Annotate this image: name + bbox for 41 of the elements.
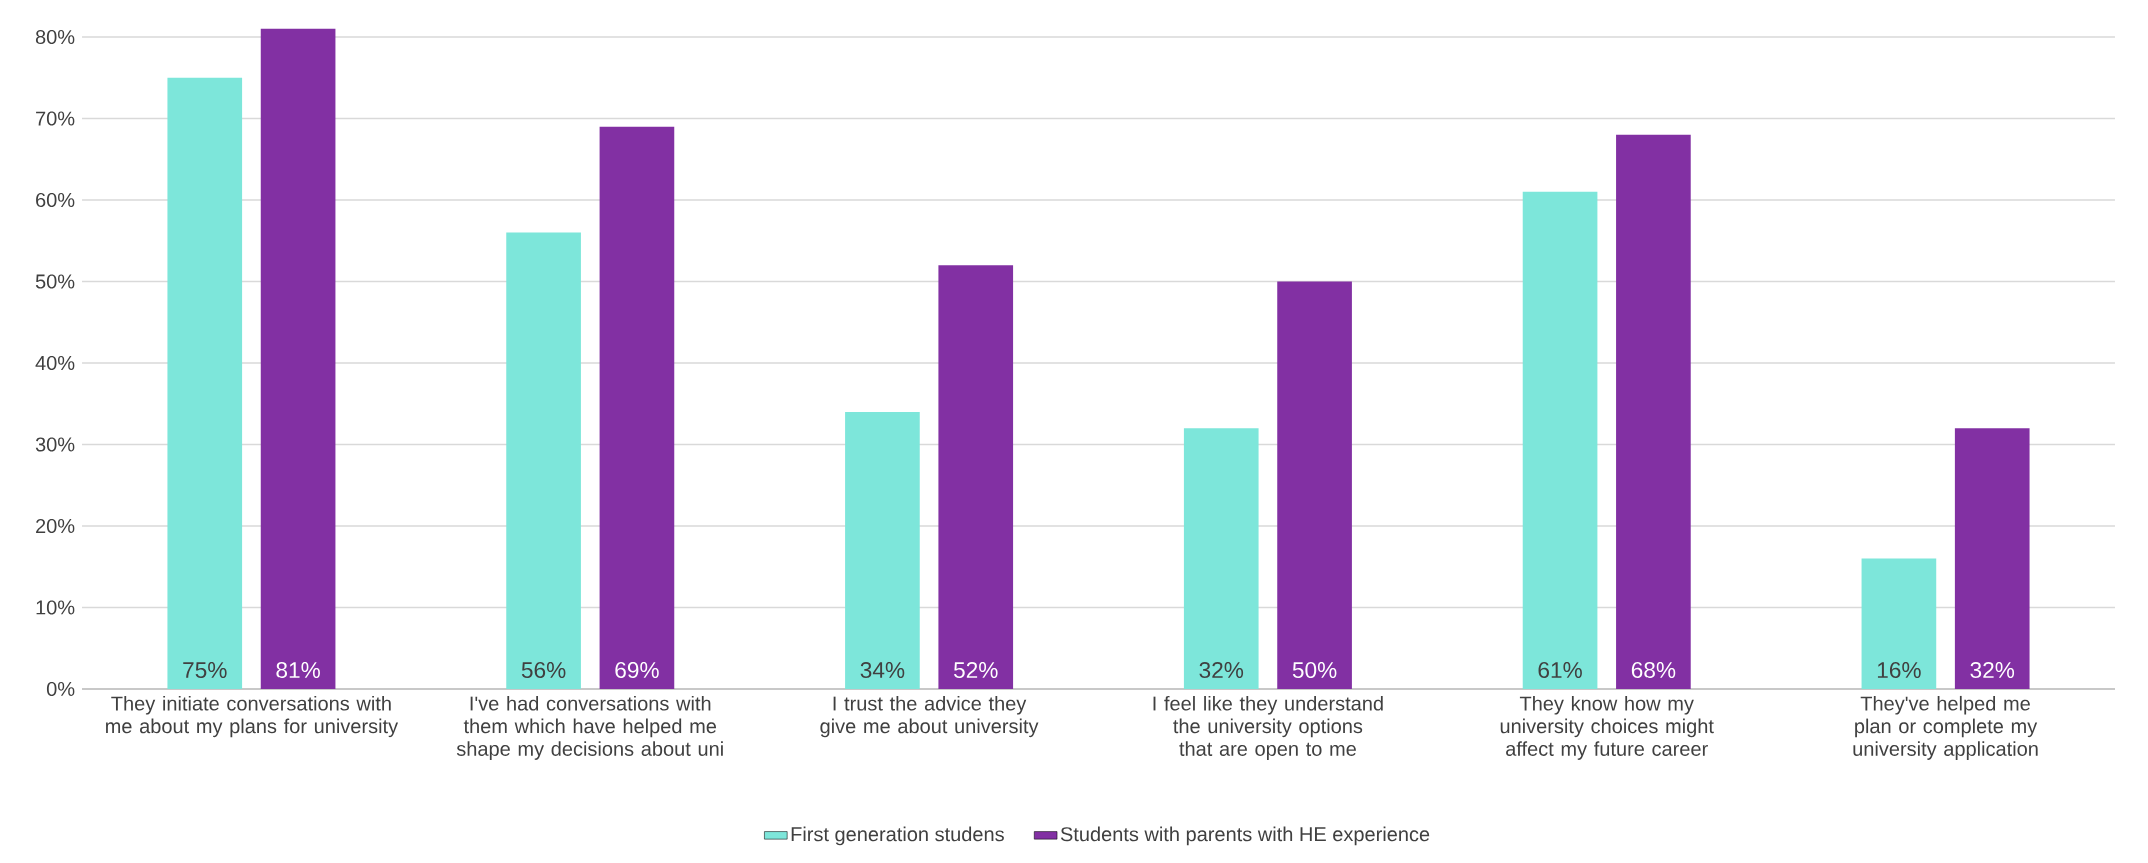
x-tick-label: I've had conversations with them which have helped me shape my decisions about uni	[456, 695, 723, 760]
y-tick-label: 30%	[35, 437, 75, 452]
x-tick-label: They know how my university choices might affect my future career	[1500, 695, 1714, 760]
data-label: 68%	[1631, 662, 1676, 679]
legend-label: Students with parents with HE experience	[1060, 826, 1430, 846]
y-tick-label: 0%	[46, 681, 75, 697]
x-tick-label: I trust the advice they give me about university	[820, 695, 1039, 738]
data-label: 56%	[521, 662, 566, 679]
data-label: 16%	[1877, 662, 1921, 679]
bar	[1861, 558, 1937, 689]
y-tick-label: 10%	[36, 600, 75, 615]
legend-label: First generation studens	[791, 826, 1004, 846]
data-label: 75%	[183, 662, 227, 679]
bar	[599, 126, 675, 689]
data-label: 32%	[1970, 662, 2015, 679]
bar	[845, 411, 920, 689]
bar	[1183, 428, 1259, 689]
bar	[167, 77, 243, 689]
data-label: 32%	[1199, 662, 1244, 679]
y-tick-label: 50%	[35, 274, 75, 289]
data-label: 81%	[276, 662, 320, 679]
bar	[1522, 191, 1598, 689]
data-label: 52%	[953, 662, 998, 679]
y-tick-label: 40%	[35, 355, 75, 371]
y-tick-label: 60%	[36, 192, 75, 208]
data-label: 34%	[860, 662, 905, 679]
bar	[1277, 281, 1352, 689]
bar	[506, 232, 581, 689]
x-tick-label: I feel like they understand the university options that are open to me	[1153, 695, 1383, 760]
bar	[1616, 134, 1691, 689]
y-tick-label: 20%	[36, 518, 75, 534]
bar	[938, 265, 1014, 689]
data-label: 50%	[1292, 662, 1337, 679]
data-label: 69%	[615, 662, 659, 679]
y-tick-label: 80%	[35, 29, 75, 45]
data-label: 61%	[1538, 662, 1582, 679]
bar	[260, 28, 336, 689]
y-tick-label: 70%	[36, 111, 75, 126]
x-tick-label: They initiate conversations with me about my plans for university	[106, 695, 399, 738]
bar	[1954, 428, 2030, 689]
x-tick-label: They've helped me plan or complete my university application	[1853, 695, 2038, 760]
